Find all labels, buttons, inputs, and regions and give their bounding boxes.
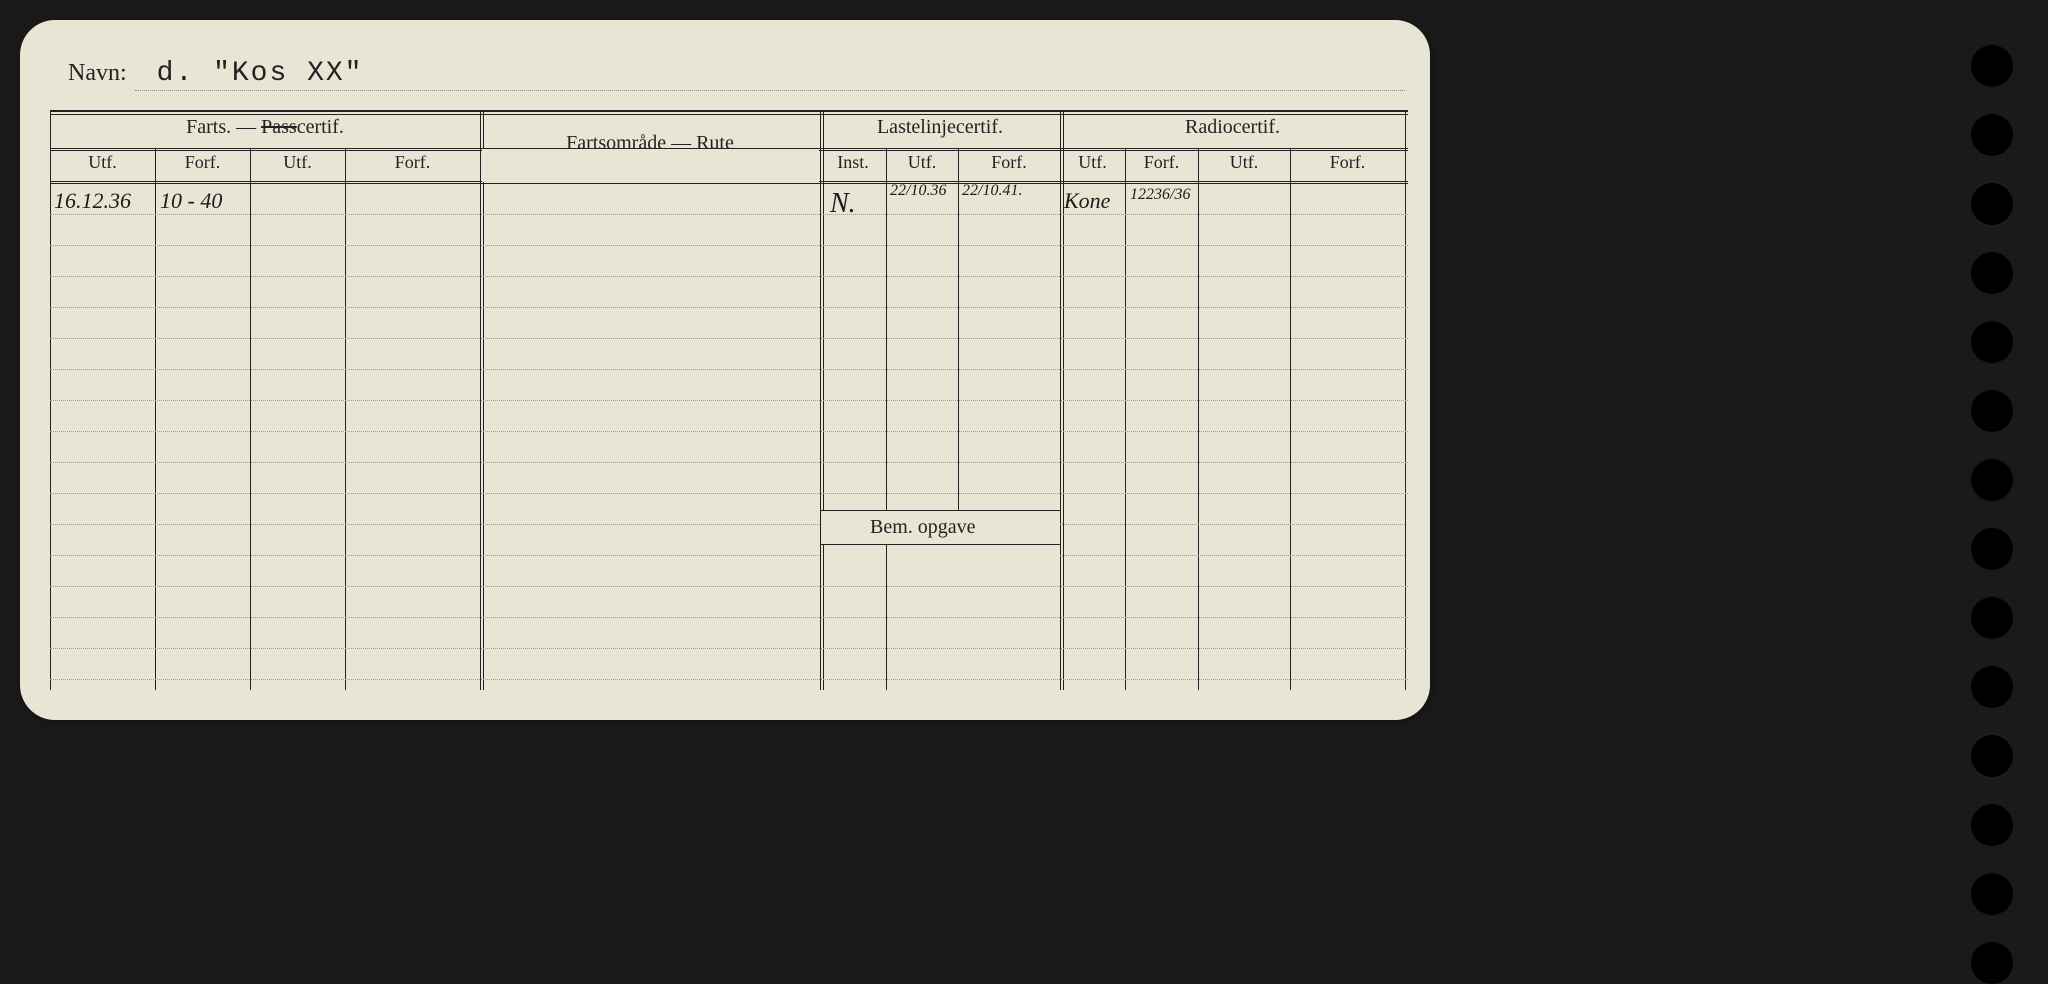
- binder-hole: [1971, 804, 2013, 846]
- navn-underline: [135, 90, 1405, 91]
- sub-forf: Forf.: [1290, 152, 1405, 173]
- vline: [958, 148, 959, 510]
- sub-utf: Utf.: [250, 152, 345, 173]
- vline: [1125, 148, 1126, 690]
- dotted-row: [50, 555, 820, 556]
- cell-laste-utf: 22/10.36: [890, 184, 946, 198]
- cell-radio-forf: 12236/36: [1130, 186, 1190, 204]
- binder-hole: [1971, 597, 2013, 639]
- binder-hole: [1971, 528, 2013, 570]
- binder-hole: [1971, 252, 2013, 294]
- dotted-row: [50, 245, 1408, 246]
- vline: [886, 148, 887, 690]
- binder-hole: [1971, 114, 2013, 156]
- vline: [345, 148, 346, 690]
- dotted-row: [50, 648, 1408, 649]
- sub-inst: Inst.: [820, 152, 886, 173]
- bem-line-bottom: [820, 544, 1060, 545]
- dotted-row: [50, 586, 1408, 587]
- dotted-row: [50, 617, 1408, 618]
- binder-hole: [1971, 942, 2013, 984]
- dotted-row: [1060, 524, 1405, 525]
- dotted-row: [50, 338, 1408, 339]
- binder-hole: [1971, 735, 2013, 777]
- bem-label: Bem. opgave: [870, 516, 976, 539]
- cell-farts-forf: 10 - 40: [160, 188, 222, 214]
- navn-value: d. "Kos XX": [157, 58, 364, 89]
- header-rute: Fartsområde — Rute: [480, 132, 820, 155]
- dotted-row: [1060, 555, 1405, 556]
- sub-utf: Utf.: [1060, 152, 1125, 173]
- navn-label: Navn:: [68, 60, 127, 87]
- sub-forf: Forf.: [1125, 152, 1198, 173]
- header-farts: Farts. — Passcertif.: [50, 116, 480, 139]
- sub-utf: Utf.: [1198, 152, 1290, 173]
- binder-hole: [1971, 390, 2013, 432]
- dotted-row: [50, 400, 1408, 401]
- dotted-row: [50, 276, 1408, 277]
- sub-utf: Utf.: [50, 152, 155, 173]
- vline: [250, 148, 251, 690]
- binder-hole: [1971, 666, 2013, 708]
- bem-line: [820, 510, 1060, 511]
- header-farts-prefix: Farts. —: [186, 116, 261, 138]
- dotted-row: [50, 307, 1408, 308]
- sub-utf: Utf.: [886, 152, 958, 173]
- dotted-row: [50, 524, 820, 525]
- dotted-row: [50, 493, 1408, 494]
- ledger-table: Farts. — Passcertif. Fartsområde — Rute …: [50, 110, 1408, 690]
- binder-hole: [1971, 183, 2013, 225]
- binder-hole: [1971, 459, 2013, 501]
- dotted-row: [50, 431, 1408, 432]
- dotted-row: [50, 679, 1408, 680]
- cell-laste-inst: N.: [830, 188, 856, 220]
- sub-forf: Forf.: [155, 152, 250, 173]
- dotted-row: [50, 369, 1408, 370]
- sub-forf: Forf.: [958, 152, 1060, 173]
- index-card: Navn: d. "Kos XX" Farts. — Passcertif. F…: [20, 20, 1430, 720]
- cell-radio-utf: Kone: [1064, 188, 1110, 214]
- header-farts-suffix: certif.: [297, 116, 344, 138]
- binder-holes: [1971, 45, 2013, 984]
- header-radio: Radiocertif.: [1060, 116, 1405, 139]
- cell-farts-utf: 16.12.36: [54, 188, 131, 214]
- binder-hole: [1971, 321, 2013, 363]
- header-laste: Lastelinjecertif.: [820, 116, 1060, 139]
- binder-hole: [1971, 873, 2013, 915]
- dotted-row: [50, 462, 1408, 463]
- vline: [1198, 148, 1199, 690]
- vline: [155, 148, 156, 690]
- vline: [1290, 148, 1291, 690]
- cell-laste-forf: 22/10.41.: [962, 184, 1022, 198]
- navn-row: Navn: d. "Kos XX": [68, 58, 1408, 108]
- sub-forf: Forf.: [345, 152, 480, 173]
- dotted-row: [50, 214, 1408, 215]
- header-farts-strike: Pass: [261, 116, 297, 138]
- binder-hole: [1971, 45, 2013, 87]
